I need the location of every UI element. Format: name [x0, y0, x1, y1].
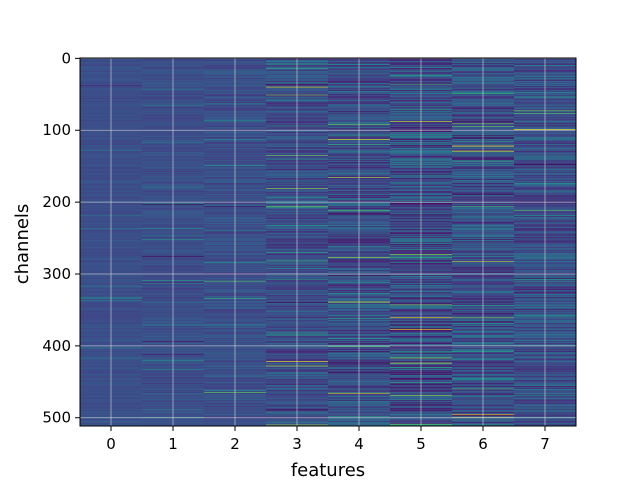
x-axis-ticks: 0 1 2 3 4 5 6 7: [106, 426, 550, 453]
y-tick-label: 200: [42, 193, 71, 211]
grid-lines: [80, 57, 576, 426]
y-tick-label: 0: [61, 49, 71, 67]
x-tick-label: 2: [230, 435, 240, 453]
y-tick-label: 400: [42, 337, 71, 355]
y-tick-label: 300: [42, 265, 71, 283]
y-tick-label: 100: [42, 121, 71, 139]
heatmap-cells: [80, 58, 576, 427]
x-tick-label: 4: [354, 435, 364, 453]
x-tick-label: 5: [416, 435, 426, 453]
y-axis-ticks: 0 100 200 300 400 500: [42, 49, 80, 427]
y-tick-label: 500: [42, 409, 71, 427]
x-tick-label: 6: [478, 435, 488, 453]
x-tick-label: 0: [106, 435, 116, 453]
y-axis-label: channels: [12, 204, 33, 285]
x-tick-label: 1: [168, 435, 178, 453]
x-axis-label: features: [291, 460, 365, 480]
plot-frame: [79, 57, 577, 427]
x-tick-label: 3: [292, 435, 302, 453]
x-tick-label: 7: [540, 435, 550, 453]
